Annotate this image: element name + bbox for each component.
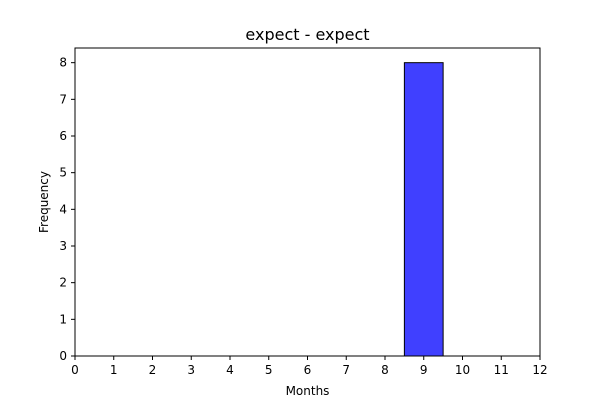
x-tick-label: 10 <box>455 363 470 377</box>
y-tick-label: 7 <box>59 92 67 106</box>
x-tick-label: 4 <box>226 363 234 377</box>
y-tick-label: 6 <box>59 129 67 143</box>
y-tick-label: 5 <box>59 166 67 180</box>
x-tick-label: 7 <box>342 363 350 377</box>
y-tick-label: 0 <box>59 349 67 363</box>
y-tick-label: 8 <box>59 56 67 70</box>
x-tick-label: 11 <box>494 363 509 377</box>
y-axis-label: Frequency <box>37 171 51 233</box>
x-tick-label: 5 <box>265 363 273 377</box>
y-tick-label: 3 <box>59 239 67 253</box>
y-tick-label: 1 <box>59 312 67 326</box>
x-tick-label: 0 <box>71 363 79 377</box>
x-tick-label: 9 <box>420 363 428 377</box>
chart-title: expect - expect <box>245 25 369 44</box>
y-tick-label: 4 <box>59 202 67 216</box>
y-tick-label: 2 <box>59 276 67 290</box>
x-tick-label: 2 <box>149 363 157 377</box>
bars-group <box>403 62 444 357</box>
plot-frame <box>74 47 541 357</box>
bar-0 <box>403 62 444 357</box>
x-tick-label: 6 <box>304 363 312 377</box>
x-tick-label: 12 <box>532 363 547 377</box>
x-tick-label: 1 <box>110 363 118 377</box>
x-tick-label: 8 <box>381 363 389 377</box>
x-axis-ticks: 0 1 2 3 4 5 6 7 8 9 10 11 12 <box>71 356 548 377</box>
x-tick-label: 3 <box>187 363 195 377</box>
x-axis-label: Months <box>286 384 330 398</box>
y-axis-ticks: 0 1 2 3 4 5 6 7 8 <box>59 56 75 363</box>
